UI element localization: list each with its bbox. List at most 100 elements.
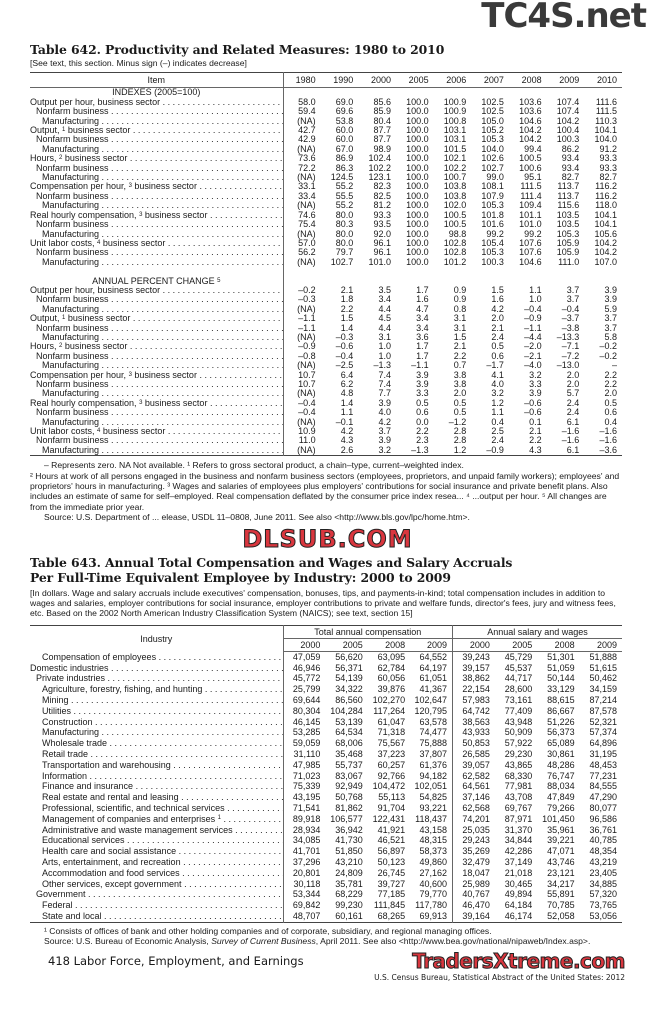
value-cell: 108.1: [481, 182, 504, 192]
row-label-text: Transportation and warehousing: [30, 759, 282, 771]
year-header: 2005: [494, 638, 538, 652]
table-642-source: Source: U.S. Department of ... elease, U…: [44, 512, 470, 523]
value-cell: 34,085: [292, 835, 321, 846]
value-cell: 117,264: [373, 705, 406, 716]
value-cell: 56.2: [298, 248, 316, 258]
row-label-text: Manufacturing: [30, 727, 282, 738]
value-cell: 43,746: [547, 857, 575, 868]
label-text: Real hourly compensation,: [30, 398, 140, 408]
section-heading-row: INDEXES (2005=100): [30, 87, 622, 98]
value-cell: 41,730: [335, 835, 363, 846]
label-text: Professional, scientific, and technical …: [42, 803, 225, 814]
value-cell: 39,157: [462, 662, 490, 673]
value-cell: 55.5: [335, 191, 354, 201]
value-cell: 93.3: [373, 210, 391, 220]
value-cell: 87.7: [373, 126, 391, 136]
label-text: Nonfarm business: [36, 351, 109, 361]
value-cell: 93.3: [599, 163, 617, 173]
value-cell: 82.5: [373, 191, 391, 201]
row-label-text: Retail trade: [30, 749, 282, 760]
value-cell: 101.5: [443, 144, 467, 154]
value-cell: 26,585: [462, 749, 490, 760]
row-label: Hours, 2 business sector: [30, 154, 284, 164]
value-cell: 104,472: [372, 781, 406, 792]
value-cell: (NA): [297, 116, 316, 126]
value-cell: 84,555: [589, 781, 617, 792]
label-text: Government: [36, 889, 86, 900]
table-row: Unit labor costs, 4 business sector 10.9 4…: [30, 427, 622, 437]
value-cell: 4.3: [340, 436, 354, 446]
row-label: Output, 1 business sector: [30, 314, 284, 324]
section-heading-text: INDEXES (2005=100): [112, 87, 201, 98]
table-row: Administrative and waste management serv…: [30, 824, 622, 836]
value-cell: 63,095: [377, 651, 406, 662]
value-cell: 2.4: [491, 332, 504, 342]
value-cell: 111.4: [520, 191, 542, 201]
value-cell: 2.0: [453, 389, 467, 399]
value-cell: 102,647: [410, 695, 454, 706]
footnote-marker: 3: [128, 371, 132, 378]
row-label: Unit labor costs, 4 business sector: [30, 427, 284, 437]
value-cell: 33.1: [298, 182, 316, 192]
value-cell: 3.1: [453, 323, 467, 333]
row-label-text: Unit labor costs, 4 business sector: [30, 427, 282, 436]
value-cell: 115.6: [557, 201, 580, 211]
value-cell: 102.6: [481, 154, 504, 164]
value-cell: 3.3: [529, 379, 542, 389]
value-cell: 92,766: [377, 770, 406, 781]
table-642-subtitle: [See text, this section. Minus sign (–) …: [30, 58, 247, 68]
row-label-text: Manufacturing: [30, 389, 282, 398]
value-cell: 6.1: [566, 445, 580, 455]
row-label-text: Manufacturing: [30, 173, 282, 182]
value-cell: 101.0: [368, 257, 391, 267]
row-label-text: Output, 1 business sector: [30, 126, 282, 135]
value-cell: 2.4: [491, 436, 504, 446]
value-cell: 2.8: [453, 427, 467, 437]
value-cell: 50,768: [335, 792, 363, 803]
row-label: Mining: [30, 695, 284, 706]
row-label-text: Accommodation and food services: [30, 867, 282, 879]
year-header: 2010: [584, 72, 622, 89]
value-cell: –3.8: [561, 323, 580, 333]
row-label: Accommodation and food services: [30, 867, 284, 879]
value-cell: 100.3: [481, 257, 504, 267]
value-cell: 80.4: [373, 116, 391, 126]
table-row: Nonfarm business 72.2 86.3 102.2 100.0 102.2 1…: [30, 163, 622, 174]
value-cell: 111.0: [558, 257, 580, 267]
row-label: Unit labor costs, 4 business sector: [30, 238, 284, 249]
value-cell: 63,578: [410, 716, 454, 728]
table-row: Output per hour, business sector 58.0 69.0…: [30, 97, 622, 108]
value-cell: –0.1: [335, 417, 354, 427]
label-text: Transportation and warehousing: [42, 759, 171, 770]
value-cell: –: [611, 361, 617, 371]
value-cell: 116.2: [595, 182, 617, 192]
value-cell: 55.2: [335, 201, 354, 211]
year-header: 2009: [546, 72, 585, 89]
value-cell: 116.2: [595, 191, 617, 201]
row-label-text: Private industries: [30, 673, 282, 684]
row-label: Real hourly compensation, 3 business sec…: [30, 398, 284, 409]
table-row: Compensation per hour, 3 business sector…: [30, 370, 622, 380]
value-cell: 102,270: [372, 695, 406, 706]
value-cell: 105.2: [481, 126, 504, 136]
label-text: Accommodation and food services: [42, 867, 180, 878]
value-cell: 87,578: [589, 705, 617, 716]
value-cell: 64,552: [410, 651, 454, 663]
value-cell: 105.9: [556, 248, 580, 258]
table-642: Item 1980 1990 2000 2005 2006 2007 2008 2009 2010…: [30, 72, 622, 457]
table-row: Information 71,023 83,067 92,766 94,182 62,58…: [30, 770, 622, 782]
value-cell: 27,162: [410, 867, 454, 879]
label-text: Utilities: [42, 705, 72, 716]
value-cell: 111,845: [373, 900, 406, 911]
label-text: Manufacturing: [42, 361, 100, 371]
label-text: Manufacturing: [42, 332, 100, 342]
value-cell: 34,844: [504, 835, 533, 846]
value-cell: 98.8: [448, 229, 467, 239]
label-text: Compensation per hour,: [30, 370, 129, 380]
row-label: Information: [30, 770, 284, 782]
row-label: Retail trade: [30, 749, 284, 760]
value-cell: 54,825: [410, 792, 454, 804]
label-text: Nonfarm business: [36, 295, 109, 305]
value-cell: 104.1: [594, 220, 617, 230]
table-row: Other services, except government 30,118 3…: [30, 878, 622, 890]
